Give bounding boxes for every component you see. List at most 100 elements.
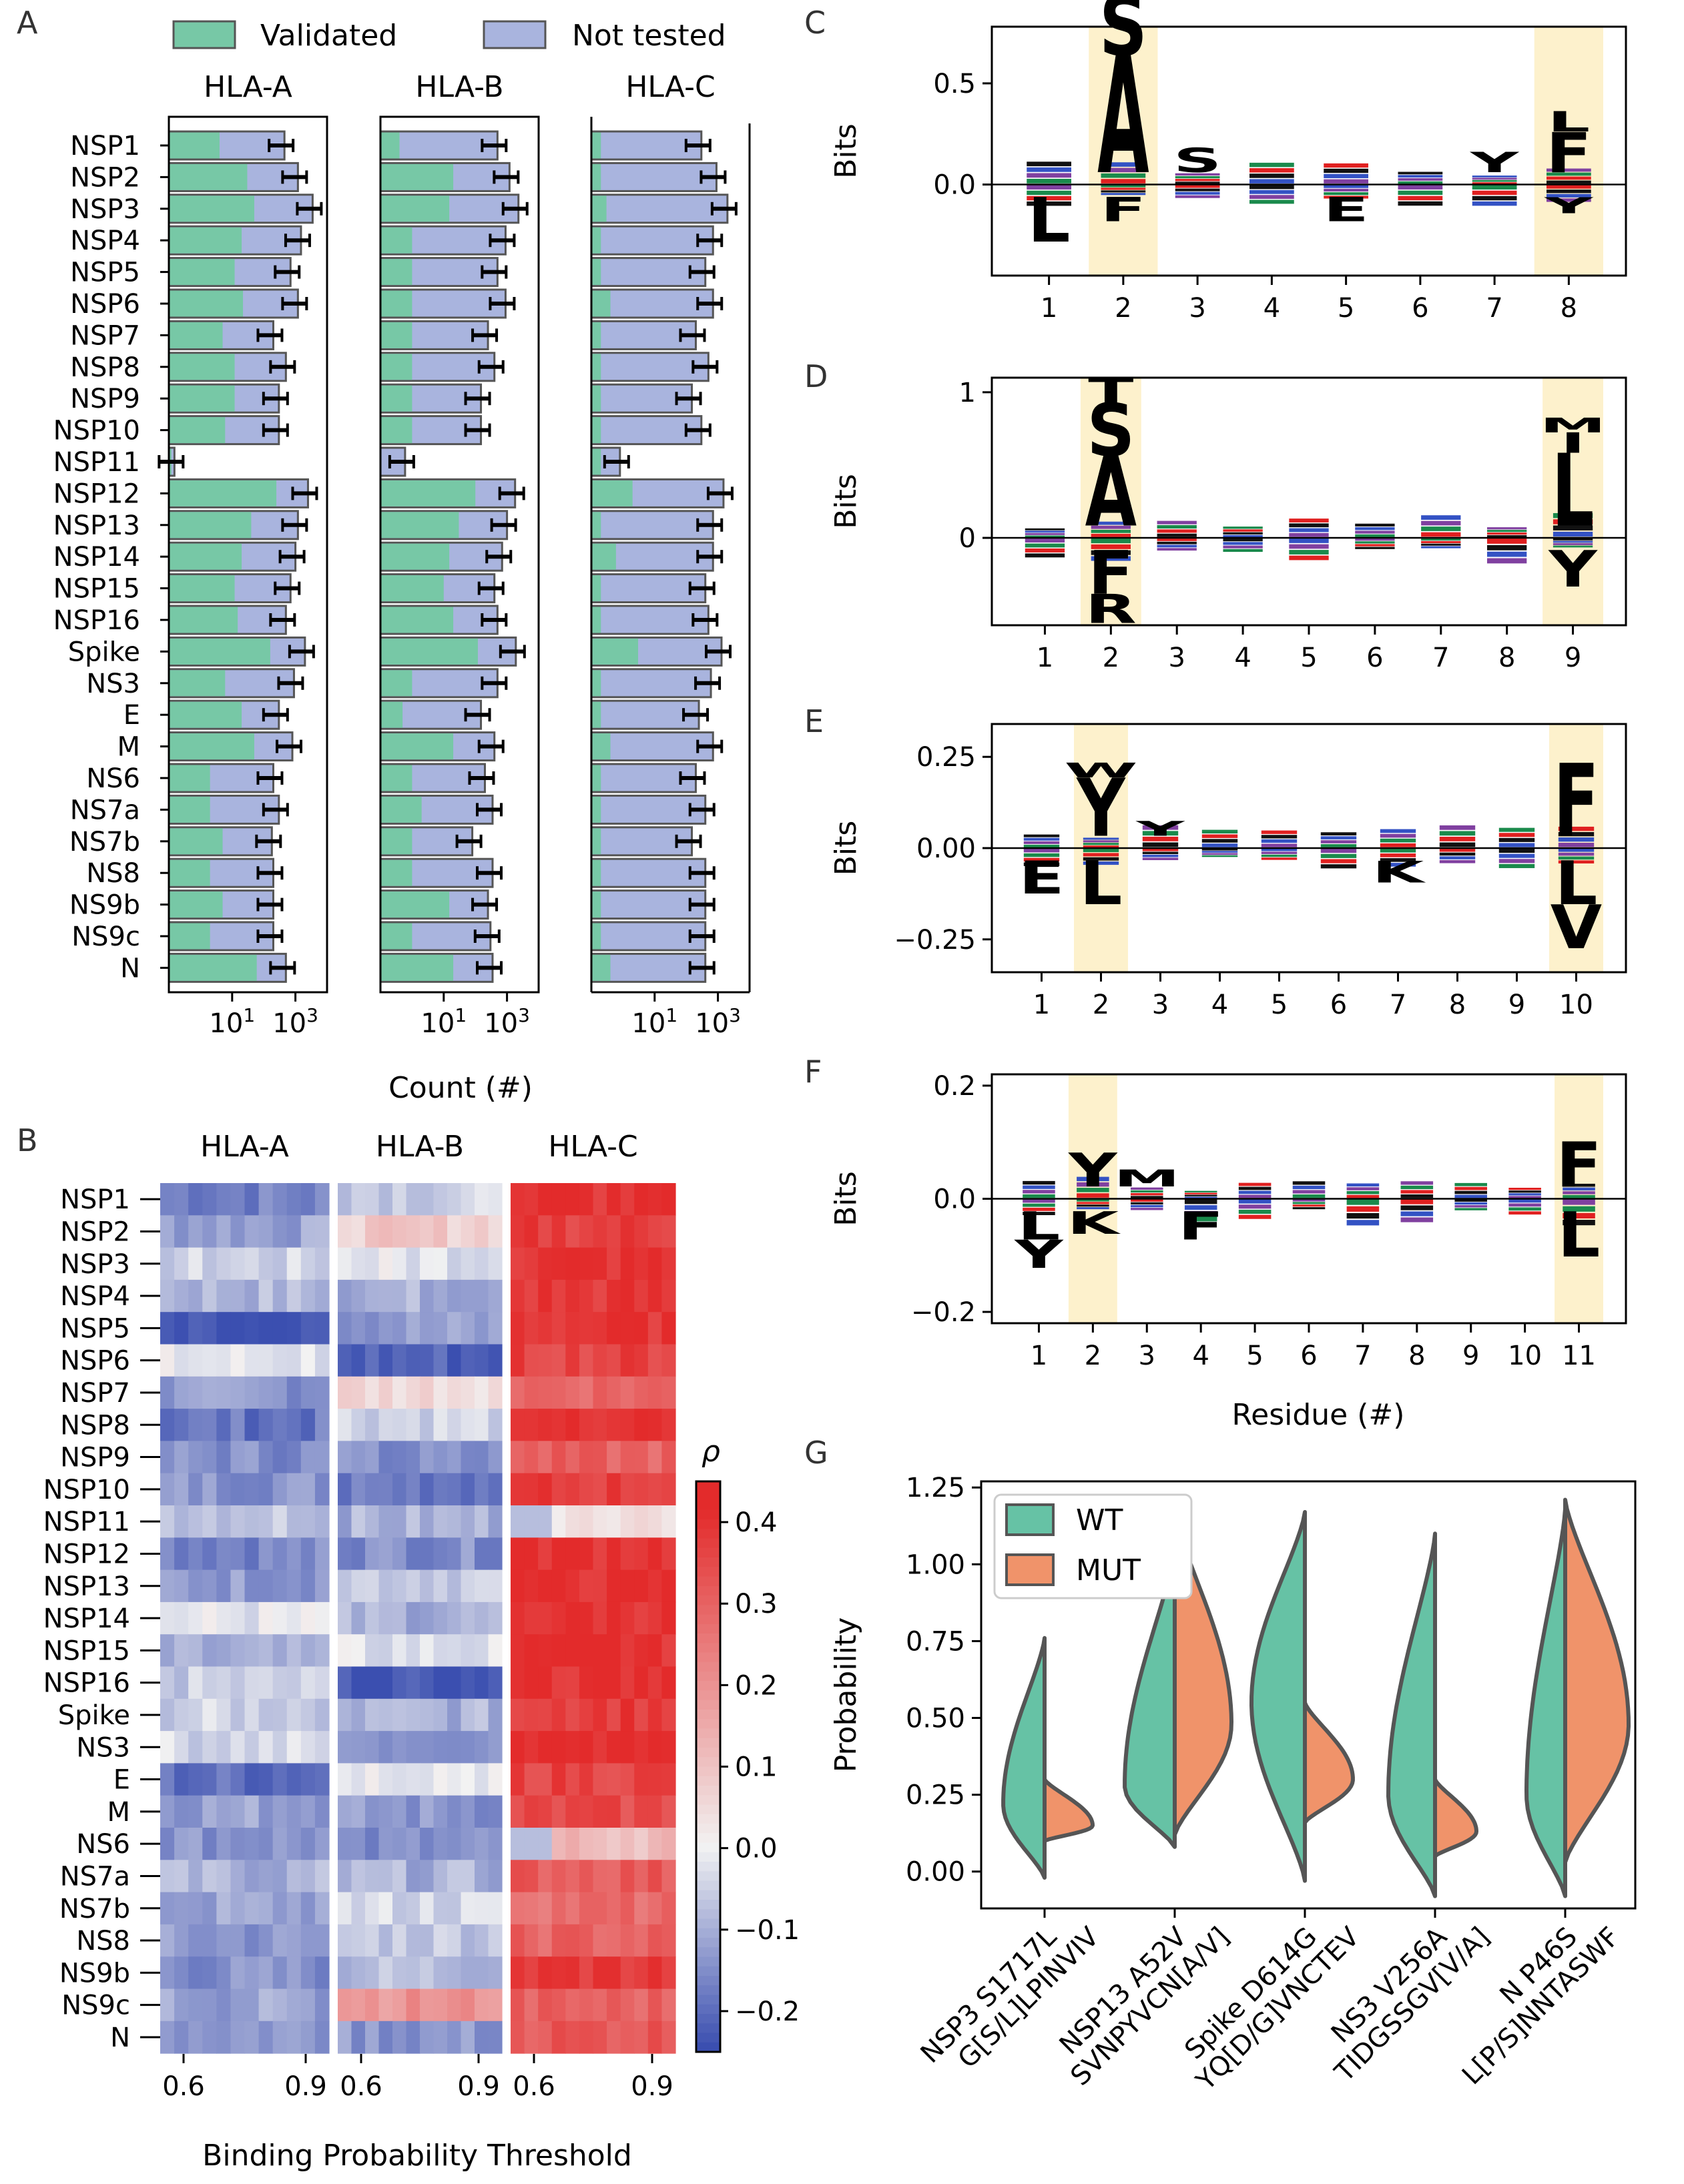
- heat-cell: [406, 1634, 420, 1668]
- bar-not-tested: [590, 352, 710, 382]
- bar-validated: [170, 733, 254, 760]
- bar-not-tested: [590, 383, 693, 414]
- logo-minor-glyph: [1157, 541, 1197, 544]
- heat-cell: [244, 1312, 260, 1345]
- heat-cell: [174, 1505, 189, 1538]
- heat-cell: [188, 1892, 203, 1925]
- heat-cell: [392, 1409, 407, 1441]
- heat-cell: [511, 1537, 525, 1571]
- heat-cell: [607, 1409, 621, 1441]
- heat-cell: [551, 1376, 566, 1409]
- heat-cell: [579, 1473, 594, 1506]
- heat-cell: [488, 1666, 503, 1700]
- heat-cell: [447, 1376, 462, 1409]
- heat-cell: [365, 1279, 380, 1313]
- heat-cell: [538, 1828, 553, 1860]
- heat-cell: [607, 1312, 621, 1345]
- logo-minor-glyph: [1547, 190, 1591, 194]
- x-tick-label: 10: [1508, 1341, 1542, 1371]
- heat-cell: [461, 1731, 475, 1764]
- bar-validated: [592, 796, 601, 823]
- heat-cell: [258, 1569, 274, 1603]
- heat-cell: [188, 1215, 203, 1248]
- heat-cell: [607, 1763, 621, 1796]
- panel-b-row-label: NSP3: [60, 1249, 130, 1280]
- bar-validated: [170, 385, 235, 412]
- heat-cell: [551, 1312, 566, 1345]
- heat-cell: [593, 1988, 607, 2022]
- heat-cell: [258, 1312, 274, 1345]
- heat-cell: [661, 1215, 676, 1248]
- heat-cell: [593, 1537, 607, 1571]
- heat-cell: [286, 1795, 302, 1828]
- legend-wt-label: WT: [1076, 1503, 1123, 1537]
- colorbar-segment: [696, 1538, 720, 1549]
- heat-cell: [420, 1409, 435, 1441]
- heat-cell: [661, 1634, 676, 1668]
- heat-cell: [406, 1601, 420, 1635]
- x-tick-label: 9: [1462, 1341, 1479, 1371]
- logo-minor-glyph: [1320, 853, 1357, 858]
- heat-cell: [420, 1279, 435, 1313]
- heat-cell: [286, 1344, 302, 1377]
- heat-cell: [420, 1892, 435, 1925]
- heat-cell: [565, 1698, 580, 1732]
- y-tick-label: 0.2: [933, 1071, 976, 1102]
- heat-cell: [620, 1860, 635, 1893]
- colorbar-segment: [696, 1614, 720, 1625]
- heat-cell: [511, 1183, 525, 1216]
- heat-cell: [433, 1183, 448, 1216]
- heat-cell: [461, 1698, 475, 1732]
- logo-minor-glyph: [1346, 1183, 1380, 1187]
- heat-cell: [160, 1731, 175, 1764]
- logo-minor-glyph: [1292, 1194, 1326, 1198]
- logo-minor-glyph: [1175, 185, 1220, 188]
- colorbar-segment: [696, 1690, 720, 1701]
- heat-cell: [314, 1924, 330, 1957]
- logo-minor-glyph: [1439, 860, 1476, 863]
- logo-minor-glyph: [1142, 842, 1179, 847]
- heat-cell: [258, 1795, 274, 1828]
- logo-minor-glyph: [1454, 1194, 1487, 1198]
- heat-cell: [579, 1731, 594, 1764]
- heat-cell: [488, 1795, 503, 1828]
- heat-cell: [579, 1376, 594, 1409]
- logo-minor-glyph: [1547, 176, 1591, 180]
- logo-minor-glyph: [1324, 173, 1368, 179]
- heat-cell: [351, 1634, 366, 1668]
- heat-cell: [406, 1183, 420, 1216]
- heat-cell: [579, 1601, 594, 1635]
- heat-cell: [433, 1279, 448, 1313]
- heat-cell: [511, 1731, 525, 1764]
- heat-cell: [230, 1473, 246, 1506]
- logo-minor-glyph: [1346, 1199, 1380, 1205]
- heat-cell: [258, 1731, 274, 1764]
- heat-cell: [230, 1763, 246, 1796]
- heat-cell: [272, 1634, 288, 1668]
- heat-cell: [607, 1860, 621, 1893]
- colorbar-segment: [696, 1585, 720, 1596]
- heat-cell: [661, 1956, 676, 1990]
- heat-cell: [661, 1441, 676, 1474]
- heat-cell: [351, 1892, 366, 1925]
- heat-cell: [524, 2021, 539, 2054]
- colorbar-tick-label: 0.2: [735, 1670, 778, 1701]
- heat-cell: [433, 2021, 448, 2054]
- x-tick-label: 1: [1037, 643, 1053, 673]
- heat-cell: [272, 1860, 288, 1893]
- logo-minor-glyph: [1083, 853, 1119, 857]
- logo-minor-glyph: [1454, 1190, 1487, 1194]
- heat-cell: [244, 1924, 260, 1957]
- logo-minor-glyph: [1249, 179, 1294, 184]
- logo-minor-glyph: [1261, 843, 1298, 847]
- logo-minor-glyph: [1289, 528, 1329, 532]
- heat-cell: [607, 1698, 621, 1732]
- panel-a-category-label: NS9b: [69, 890, 140, 921]
- heat-cell: [406, 1698, 420, 1732]
- heat-cell: [579, 1537, 594, 1571]
- logo-minor-glyph: [1563, 1220, 1595, 1226]
- heat-cell: [314, 1634, 330, 1668]
- heat-cell: [188, 1828, 203, 1860]
- logo-minor-glyph: [1184, 1205, 1217, 1210]
- logo-minor-glyph: [1355, 534, 1395, 537]
